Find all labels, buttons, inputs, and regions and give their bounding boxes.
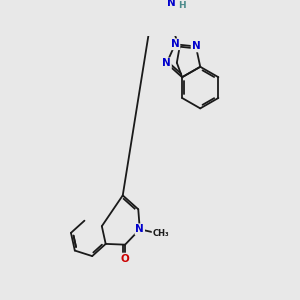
Text: N: N: [162, 58, 171, 68]
Text: O: O: [121, 254, 130, 263]
Text: N: N: [171, 39, 179, 49]
Text: H: H: [178, 1, 186, 10]
Text: N: N: [191, 41, 200, 52]
Text: N: N: [167, 0, 176, 8]
Text: CH₃: CH₃: [152, 229, 169, 238]
Text: N: N: [135, 224, 144, 234]
